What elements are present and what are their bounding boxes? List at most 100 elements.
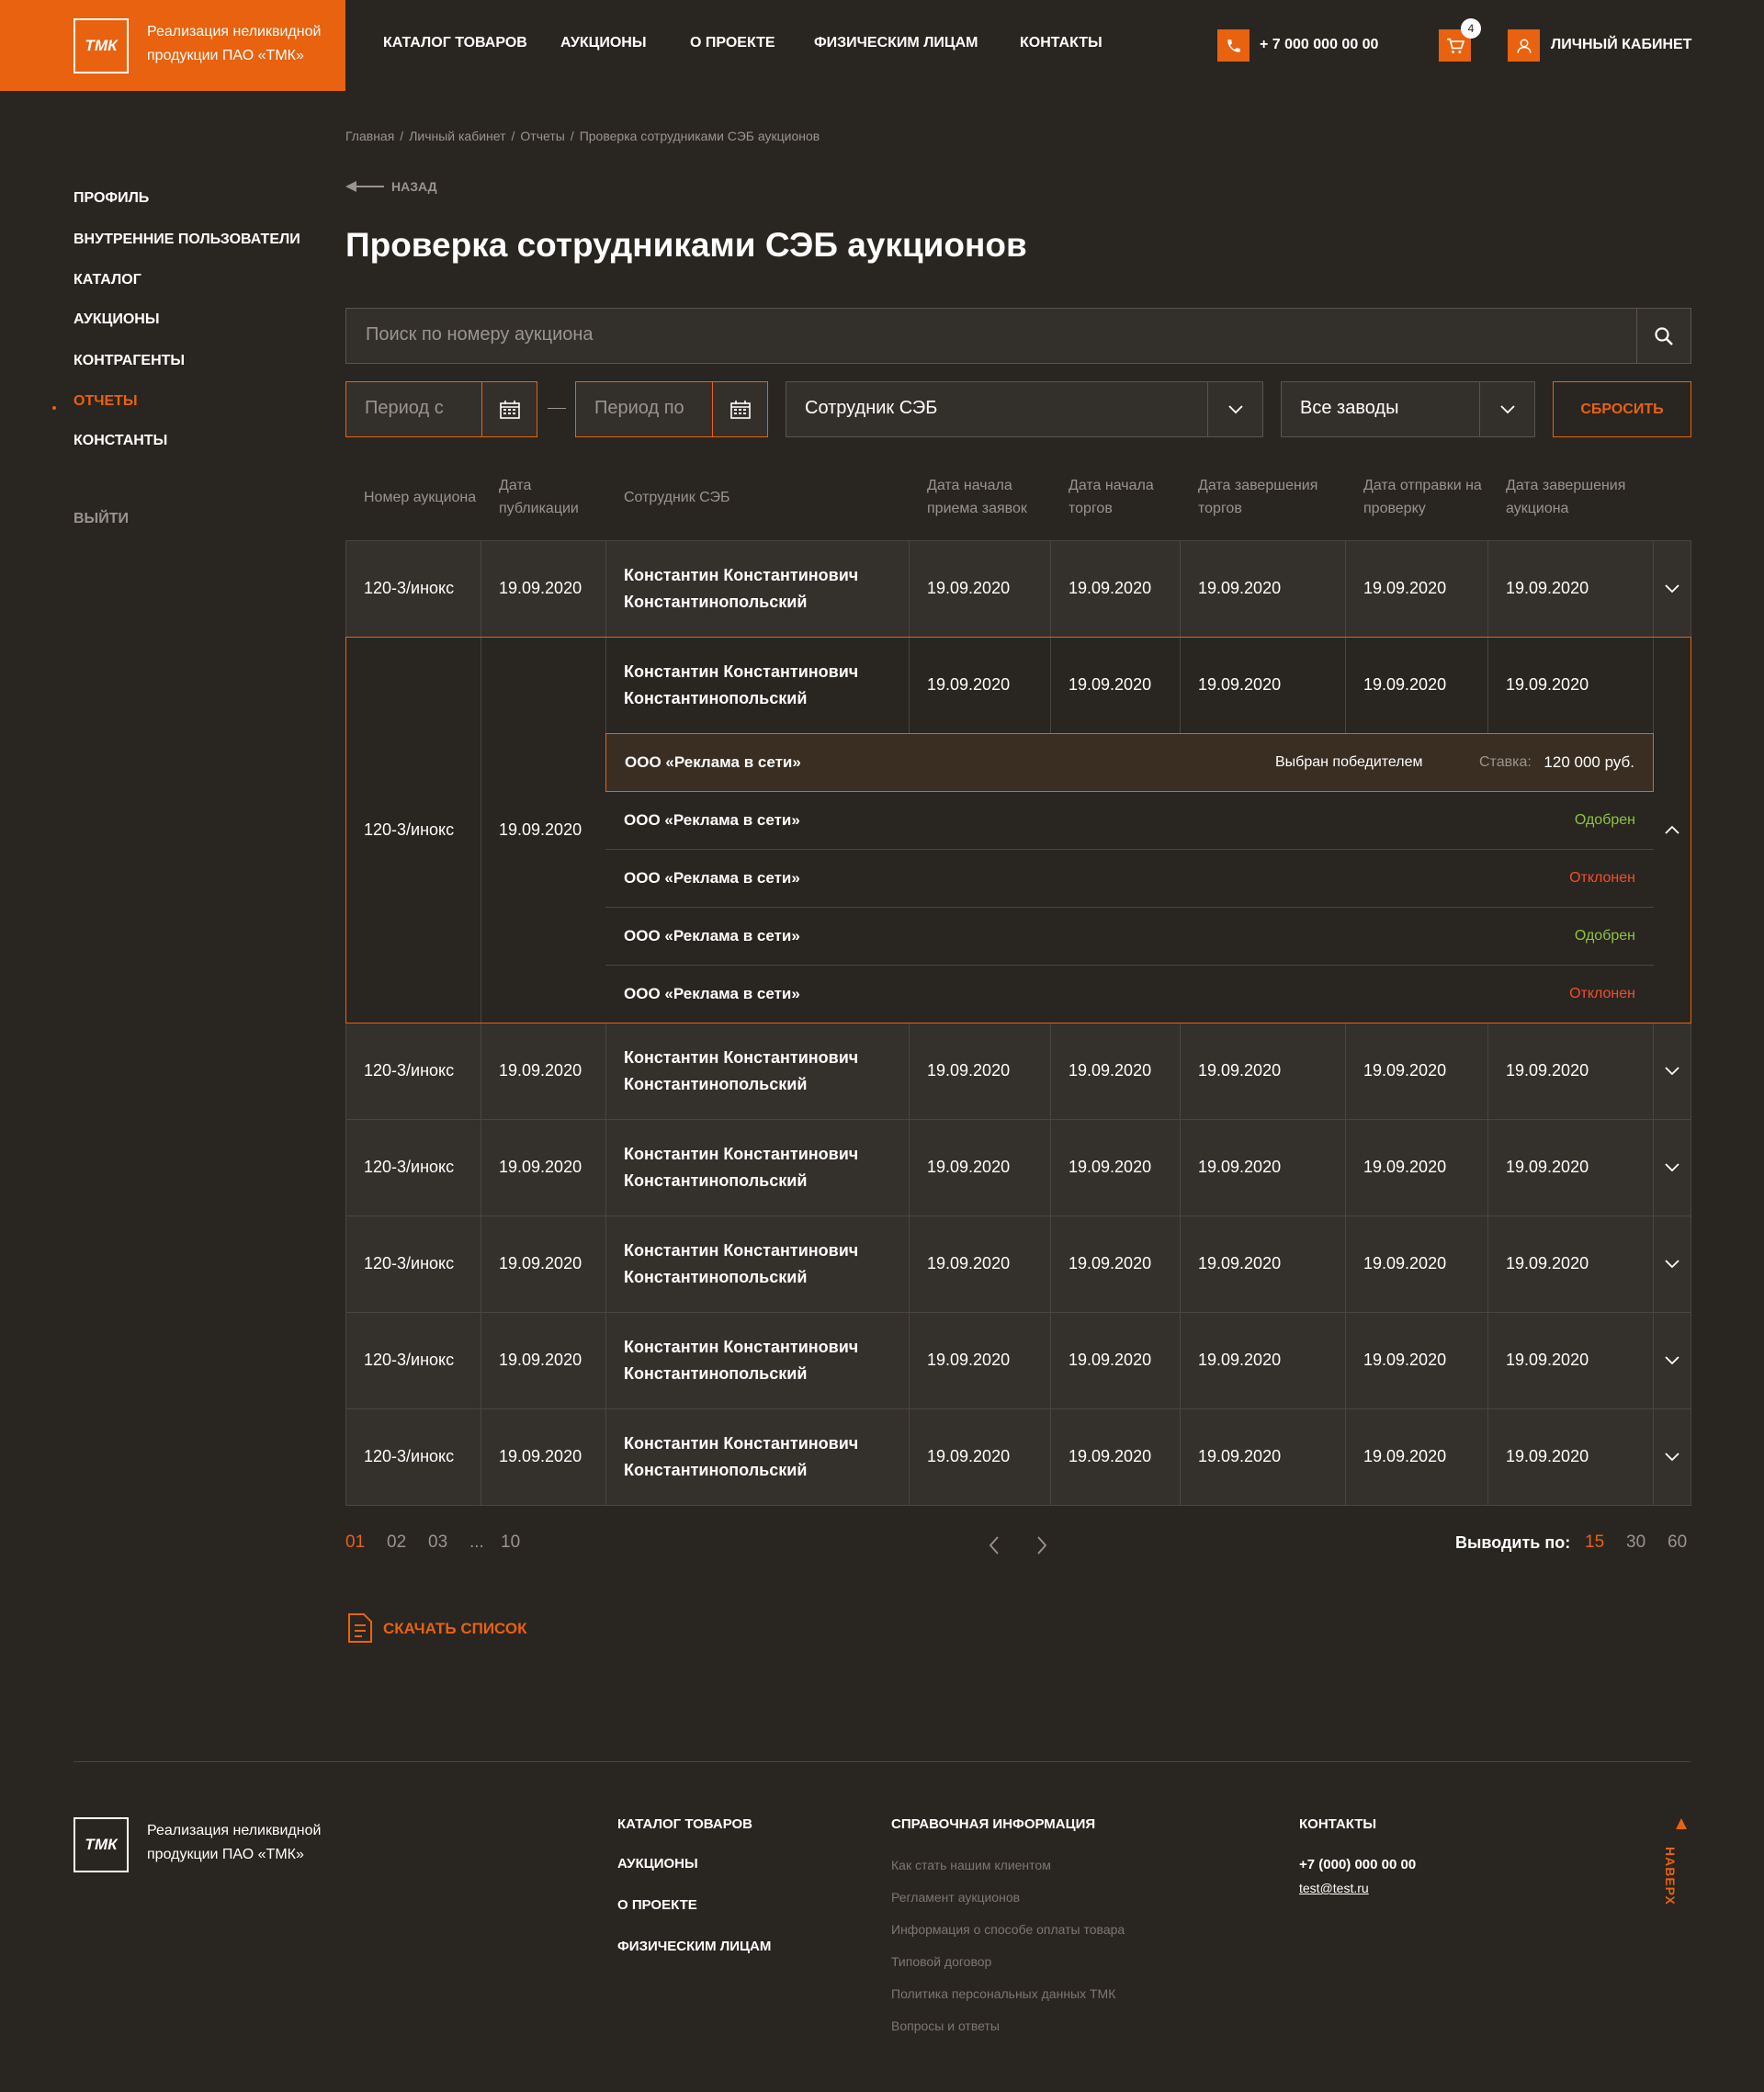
per-page-option[interactable]: 30 — [1626, 1532, 1646, 1552]
footer-info-link[interactable]: Информация о способе оплаты товара — [891, 1922, 1125, 1937]
search-input[interactable]: Поиск по номеру аукциона — [345, 308, 1691, 364]
cell-border — [1487, 540, 1488, 637]
bid-company: ООО «Реклама в сети» — [625, 753, 801, 771]
footer-info-title: СПРАВОЧНАЯ ИНФОРМАЦИЯ — [891, 1816, 1096, 1832]
table-row — [345, 1119, 1691, 1216]
sidebar-link[interactable]: КАТАЛОГ — [74, 272, 141, 288]
footer-info-link[interactable]: Типовой договор — [891, 1954, 992, 1969]
footer-nav-link[interactable]: АУКЦИОНЫ — [617, 1856, 698, 1871]
sidebar-link[interactable]: ПРОФИЛЬ — [74, 190, 150, 206]
chevron — [1664, 825, 1679, 834]
nav-link[interactable]: КОНТАКТЫ — [1020, 35, 1102, 51]
publish-date: 19.09.2020 — [499, 1158, 582, 1176]
filter-field[interactable]: Сотрудник СЭБ — [786, 381, 1263, 437]
per-page-option[interactable]: 60 — [1668, 1532, 1688, 1552]
logout[interactable]: ВЫЙТИ — [74, 511, 129, 526]
bid-status: Одобрен — [1574, 812, 1635, 828]
cell-border — [1050, 1312, 1051, 1408]
sidebar-link[interactable]: ВНУТРЕННИЕ ПОЛЬЗОВАТЕЛИ — [74, 232, 300, 247]
bid-row: ООО «Реклама в сети» Одобрен — [605, 907, 1654, 965]
breadcrumb[interactable]: Личный кабинет — [409, 129, 506, 143]
filter-field[interactable]: Период с — [345, 381, 537, 437]
expand-toggle[interactable] — [1653, 1023, 1690, 1119]
footer-nav-link[interactable]: КАТАЛОГ ТОВАРОВ — [617, 1816, 753, 1832]
expand-toggle[interactable] — [1653, 637, 1690, 1023]
cabinet-link[interactable]: ЛИЧНЫЙ КАБИНЕТ — [1551, 37, 1692, 52]
sidebar-link[interactable]: АУКЦИОНЫ — [74, 311, 160, 327]
sidebar-link[interactable]: ОТЧЕТЫ — [74, 393, 138, 409]
footer-info-link[interactable]: Как стать нашим клиентом — [891, 1858, 1051, 1872]
nav-link[interactable]: КАТАЛОГ ТОВАРОВ — [383, 35, 527, 51]
per-page-option[interactable]: 15 — [1585, 1532, 1605, 1552]
employee: Константин Константинович Константинопол… — [624, 565, 859, 611]
footer-nav-link[interactable]: О ПРОЕКТЕ — [617, 1897, 697, 1913]
chevron — [1664, 1452, 1679, 1461]
date: 19.09.2020 — [1506, 1158, 1589, 1176]
cell-border — [1180, 1216, 1181, 1312]
cart-badge: 4 — [1461, 18, 1481, 39]
expand-toggle[interactable] — [1653, 1312, 1690, 1408]
table-row — [345, 1312, 1691, 1409]
footer-info-link[interactable]: Регламент аукционов — [891, 1890, 1021, 1905]
next-page[interactable] — [1036, 1536, 1047, 1559]
date: 19.09.2020 — [1506, 675, 1589, 694]
date: 19.09.2020 — [927, 675, 1011, 694]
cell-border — [1180, 1023, 1181, 1119]
date: 19.09.2020 — [1506, 1351, 1589, 1369]
nav-link[interactable]: ФИЗИЧЕСКИМ ЛИЦАМ — [814, 35, 978, 51]
footer-email[interactable]: test@test.ru — [1299, 1881, 1369, 1895]
page-link[interactable]: 10 — [501, 1532, 521, 1552]
prev-page[interactable] — [989, 1536, 1000, 1559]
footer-info-link[interactable]: Вопросы и ответы — [891, 2018, 1000, 2033]
page-link[interactable]: 01 — [345, 1532, 366, 1552]
page-link[interactable]: 03 — [428, 1532, 448, 1552]
filter-field[interactable]: Все заводы — [1281, 381, 1535, 437]
nav-link[interactable]: АУКЦИОНЫ — [560, 35, 647, 51]
breadcrumb[interactable]: Отчеты — [520, 129, 565, 143]
search-button — [1636, 308, 1691, 364]
auction-number: 120-3/инокс — [364, 579, 455, 597]
cell-border — [1653, 1023, 1654, 1119]
breadcrumb[interactable]: Главная — [345, 129, 395, 143]
sidebar-link[interactable]: КОНТРАГЕНТЫ — [74, 353, 186, 368]
column-header: Номер аукциона — [364, 489, 477, 505]
reset-button[interactable]: СБРОСИТЬ — [1553, 381, 1691, 437]
download-link[interactable]: СКАЧАТЬ СПИСОК — [383, 1620, 527, 1637]
column-header: Дата начала приема заявок — [927, 478, 1027, 516]
bid-status: Отклонен — [1569, 986, 1635, 1001]
page-link[interactable]: ... — [469, 1532, 484, 1552]
page-link[interactable]: 02 — [387, 1532, 407, 1552]
cell-border — [1345, 1023, 1346, 1119]
cell-border — [1050, 1119, 1051, 1216]
publish-date: 19.09.2020 — [499, 1447, 582, 1465]
cell-border — [1653, 637, 1654, 733]
cell-border — [605, 1312, 606, 1408]
sidebar-link[interactable]: КОНСТАНТЫ — [74, 433, 168, 448]
phone[interactable]: + 7 000 000 00 00 — [1260, 37, 1379, 52]
chevron — [1664, 583, 1679, 593]
footer-phone[interactable]: +7 (000) 000 00 00 — [1299, 1857, 1417, 1872]
filter-field[interactable]: Период по — [575, 381, 768, 437]
search-placeholder: Поиск по номеру аукциона — [366, 324, 594, 345]
nav-link[interactable]: О ПРОЕКТЕ — [690, 35, 775, 51]
cell-border — [909, 540, 910, 637]
footer-nav-link[interactable]: ФИЗИЧЕСКИМ ЛИЦАМ — [617, 1939, 772, 1954]
chevron — [1664, 1066, 1679, 1075]
expand-toggle[interactable] — [1653, 1216, 1690, 1312]
date: 19.09.2020 — [1198, 1158, 1282, 1176]
logo-block — [0, 0, 345, 91]
cell-border — [1345, 1408, 1346, 1505]
chevron — [1664, 1259, 1679, 1268]
back-link[interactable]: НАЗАД — [391, 179, 437, 194]
expand-toggle[interactable] — [1653, 1408, 1690, 1505]
to-top[interactable]: НАВЕРХ — [1663, 1847, 1678, 1905]
bid-company: ООО «Реклама в сети» — [624, 985, 800, 1002]
date: 19.09.2020 — [927, 579, 1011, 597]
expand-toggle[interactable] — [1653, 1119, 1690, 1216]
date: 19.09.2020 — [1069, 1061, 1152, 1080]
cell-border — [1050, 1023, 1051, 1119]
expand-toggle[interactable] — [1653, 540, 1690, 637]
footer-info-link[interactable]: Политика персональных данных ТМК — [891, 1986, 1116, 2001]
date: 19.09.2020 — [1069, 1254, 1152, 1272]
date: 19.09.2020 — [1069, 1158, 1152, 1176]
